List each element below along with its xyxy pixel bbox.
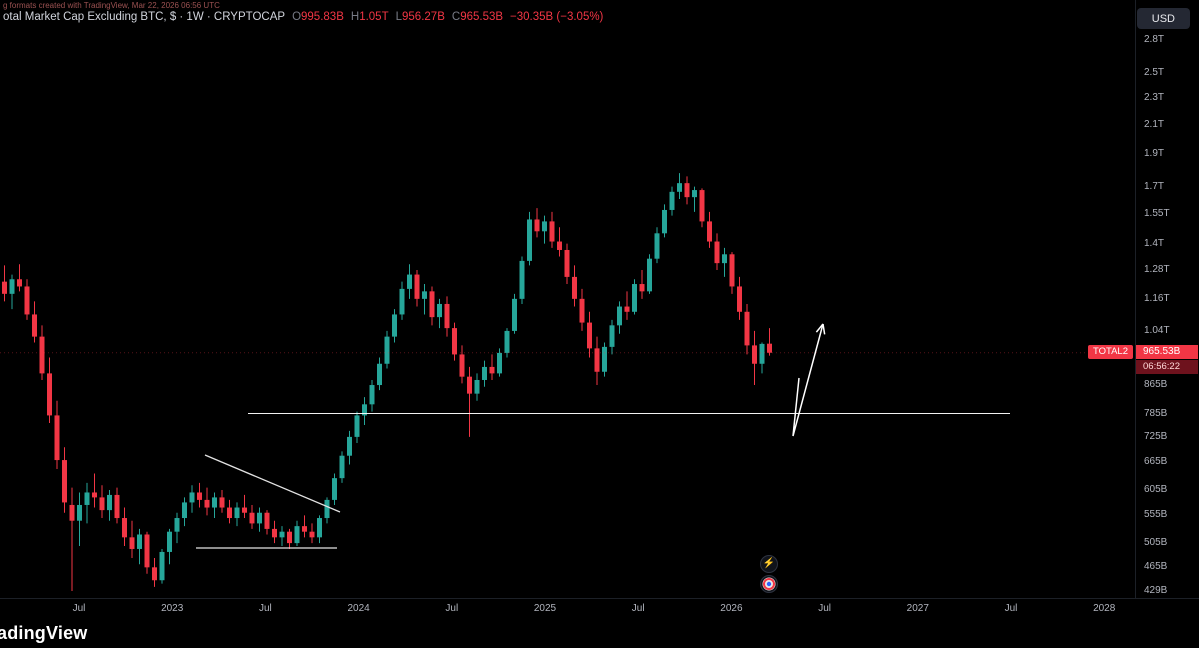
time-tick-label: 2026 — [720, 603, 743, 614]
price-tick-label: 2.3T — [1144, 91, 1165, 103]
price-axis[interactable]: 2.8T 2.5T 2.3T 2.1T 1.9T 1.7T 1.55T 1.4T 1.28T 1.… — [1135, 0, 1199, 598]
target-glyph — [762, 577, 776, 591]
price-chart[interactable] — [0, 0, 1135, 598]
price-tick-label: 505B — [1144, 537, 1168, 549]
price-tick-label: 1.55T — [1144, 207, 1170, 219]
time-tick-label: 2023 — [161, 603, 184, 614]
price-tick-label: 429B — [1144, 585, 1168, 596]
time-tick-label: 2028 — [1093, 603, 1116, 614]
time-tick-label: 2025 — [533, 603, 557, 614]
last-price-badge: 965.53B — [1136, 344, 1198, 360]
low-label: L — [395, 11, 403, 23]
price-tick-label: 785B — [1144, 407, 1168, 419]
time-tick-label: Jul — [1004, 603, 1018, 614]
time-tick-label: 2027 — [906, 603, 929, 614]
time-tick-label: Jul — [72, 603, 86, 614]
currency-usd-button[interactable]: USD — [1136, 8, 1190, 29]
price-tick-label: 865B — [1144, 379, 1168, 391]
time-tick-label: 2024 — [347, 603, 370, 614]
price-tick-label: 2.8T — [1144, 34, 1165, 46]
open-value: 995.83B — [301, 11, 344, 23]
countdown-value: 06:56:22 — [1143, 360, 1180, 372]
high-label: H — [350, 11, 360, 23]
watermark-text: g formats created with TradingView, Mar … — [3, 1, 220, 10]
price-tick-label: 1.9T — [1144, 147, 1165, 159]
close-label: C — [451, 11, 461, 23]
reaction-lightning-icon[interactable]: ⚡ — [760, 555, 778, 573]
time-axis[interactable]: Jul 2023 Jul 2024 Jul 2025 Jul 2026 Jul 2027 Jul 20… — [0, 598, 1199, 623]
time-tick-label: Jul — [818, 603, 831, 614]
user-drawings[interactable] — [196, 323, 1010, 549]
price-tick-label: 1.16T — [1144, 292, 1170, 304]
reaction-stickers: ⚡ — [760, 555, 778, 593]
tradingview-logo[interactable]: adingView — [0, 623, 88, 643]
reaction-target-icon[interactable] — [760, 575, 778, 593]
time-tick-label: Jul — [631, 603, 645, 614]
symbol-info-bar: otal Market Cap Excluding BTC, $ · 1W · … — [3, 11, 603, 23]
price-tick-label: 555B — [1144, 509, 1168, 521]
bar-countdown-badge: 06:56:22 — [1136, 359, 1198, 374]
time-tick-label: Jul — [258, 603, 272, 614]
price-tick-label: 1.04T — [1144, 324, 1170, 336]
price-tick-label: 725B — [1144, 430, 1168, 442]
close-value: 965.53B — [460, 11, 504, 23]
symbol-title[interactable]: otal Market Cap Excluding BTC, $ · 1W · … — [3, 11, 286, 23]
time-tick-label: Jul — [445, 603, 459, 614]
open-label: O — [292, 11, 302, 23]
lightning-glyph: ⚡ — [762, 558, 776, 569]
price-tick-label: 1.4T — [1144, 237, 1165, 249]
price-tick-label: 665B — [1144, 456, 1168, 468]
candlestick-series — [0, 173, 1135, 591]
last-price-value: 965.53B — [1143, 346, 1181, 358]
low-value: 956.27B — [402, 11, 445, 23]
symbol-flag-label: TOTAL2 — [1092, 345, 1128, 357]
high-value: 1.05T — [359, 11, 389, 23]
price-tick-label: 605B — [1144, 484, 1168, 496]
price-tick-label: 2.1T — [1144, 118, 1165, 130]
price-tick-label: 2.5T — [1144, 67, 1165, 79]
symbol-price-flag: TOTAL2 — [1087, 344, 1133, 359]
price-tick-label: 465B — [1144, 561, 1168, 573]
price-tick-label: 1.28T — [1144, 263, 1170, 275]
price-tick-label: 1.7T — [1144, 180, 1165, 192]
change-value: −30.35B (−3.05%) — [510, 11, 604, 23]
